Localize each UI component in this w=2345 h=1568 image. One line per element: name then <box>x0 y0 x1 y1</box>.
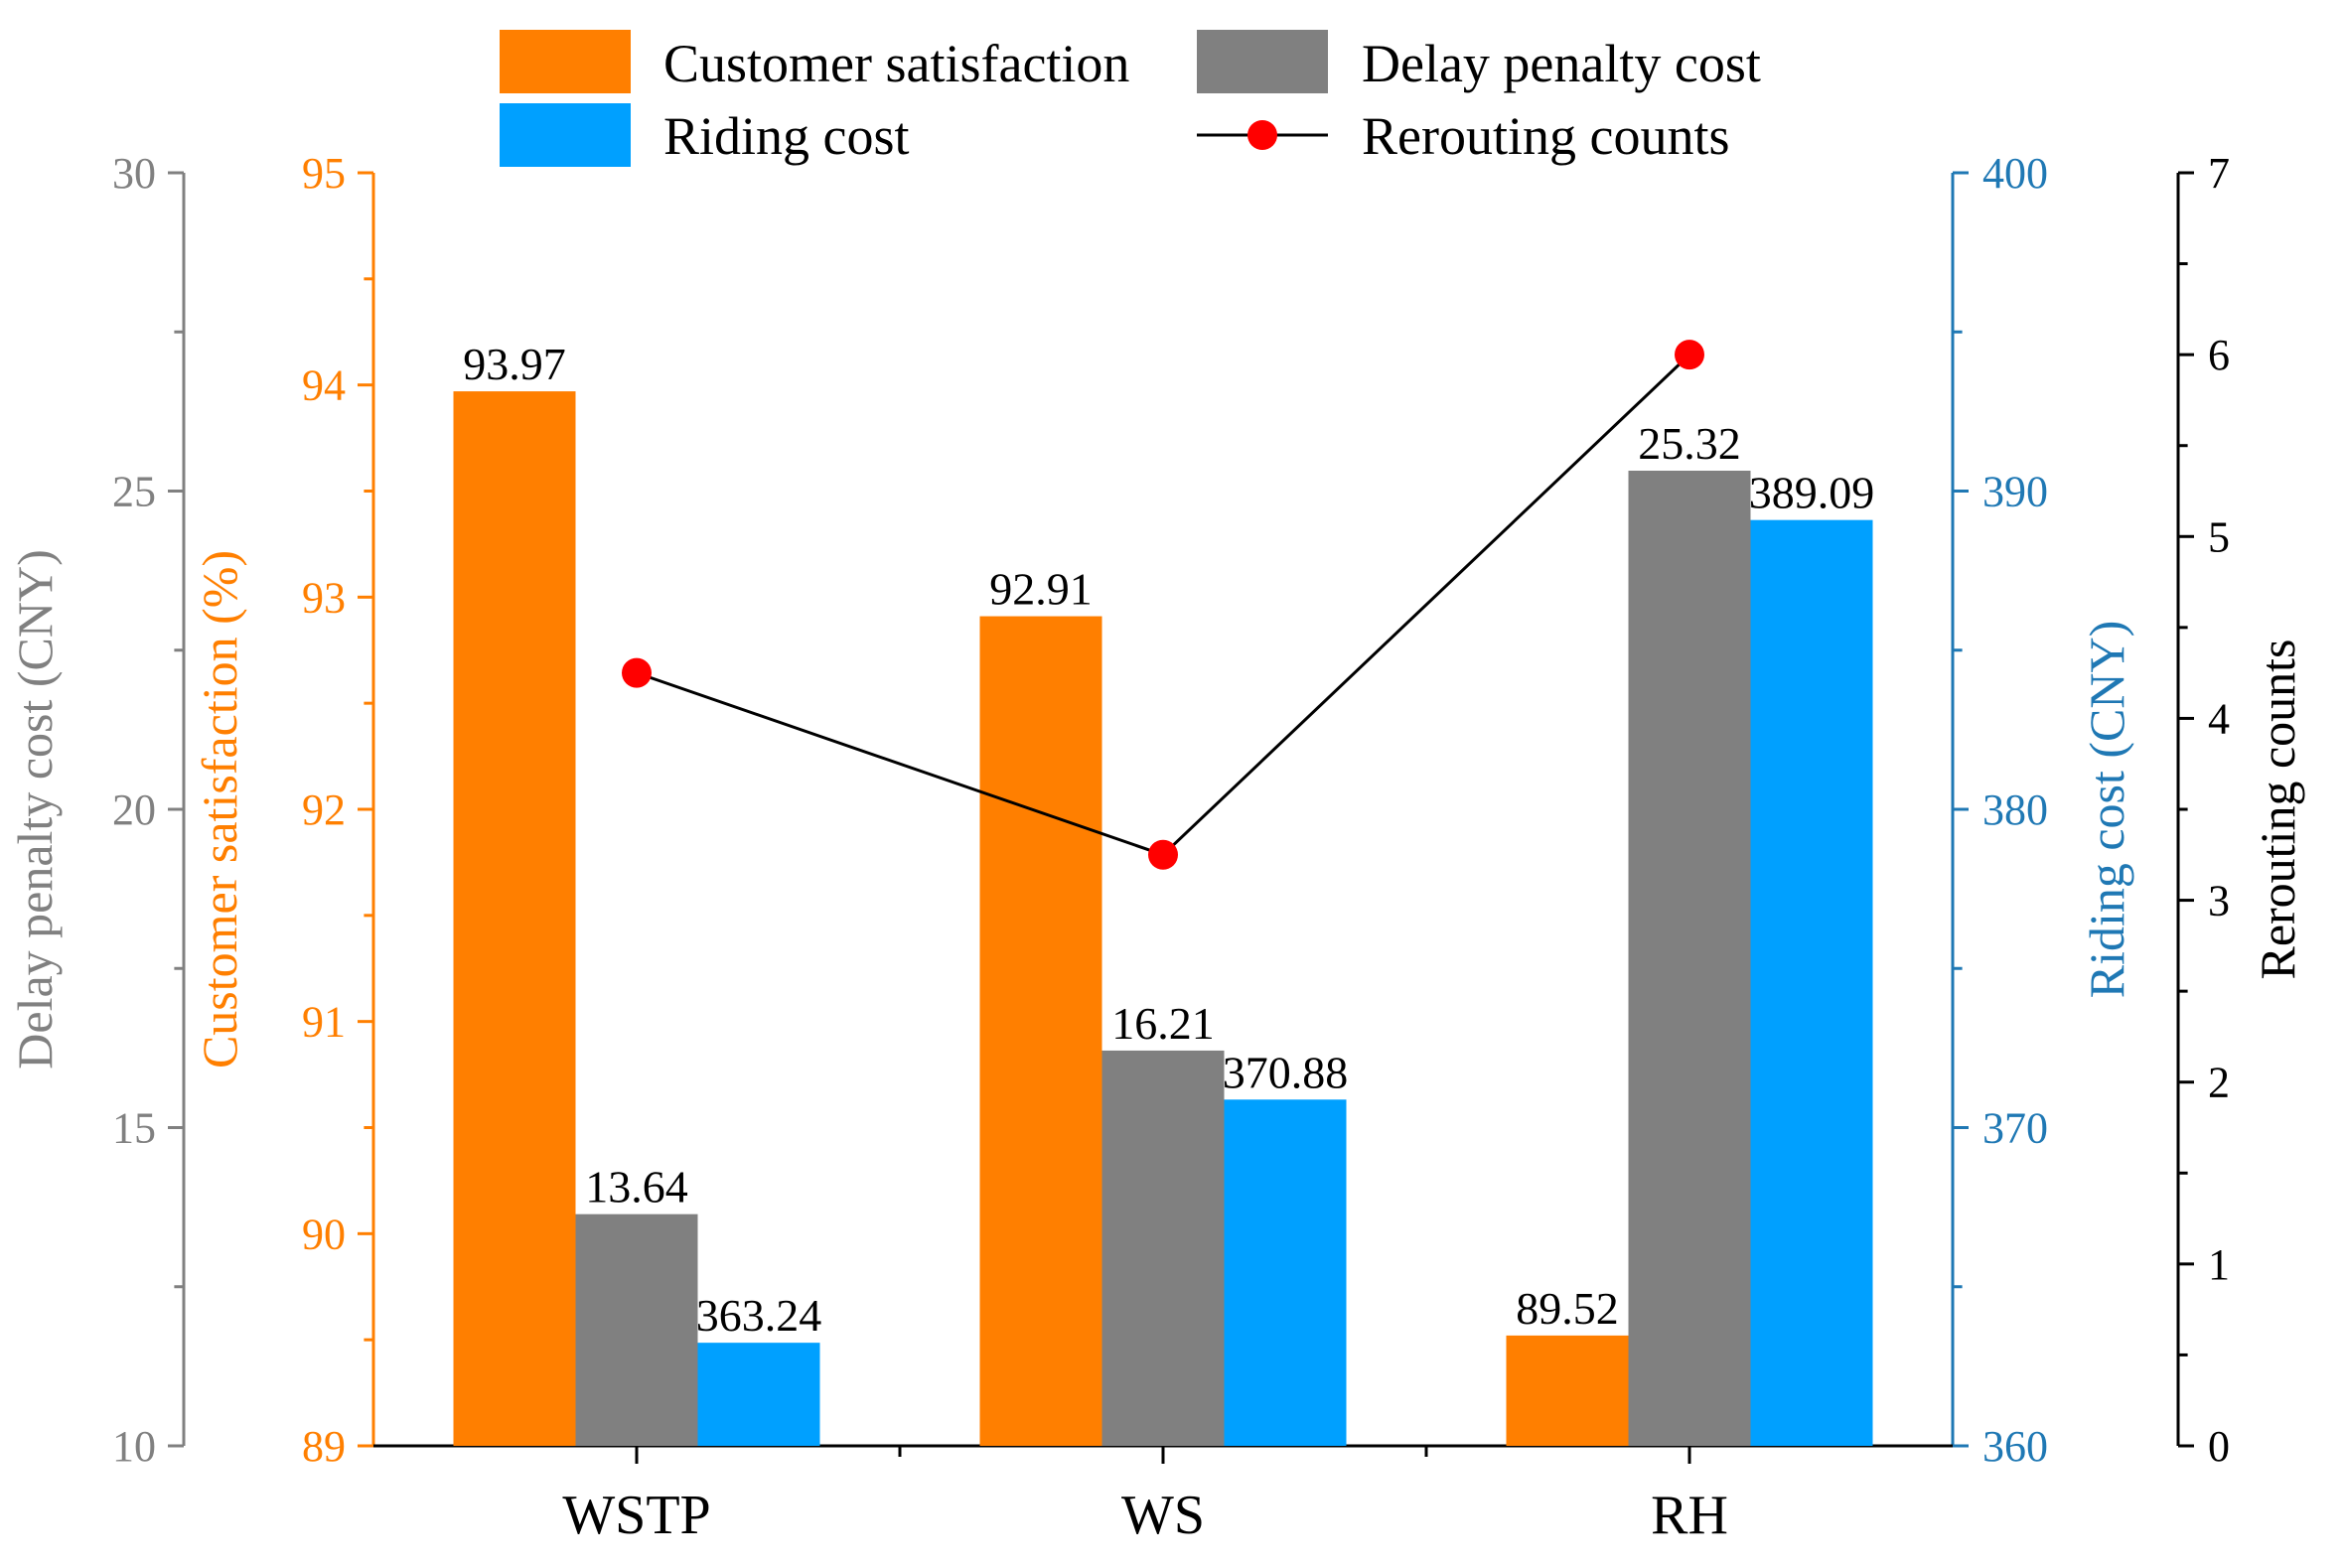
customer_satisfaction-tick-label: 89 <box>302 1422 346 1471</box>
data-label-delay_penalty-rh: 25.32 <box>1638 418 1741 469</box>
customer_satisfaction-tick-label: 95 <box>302 149 346 198</box>
x-tick-label-ws: WS <box>1121 1485 1205 1546</box>
bar-riding_cost-ws <box>1224 1099 1347 1446</box>
delay_penalty-tick-label: 10 <box>112 1422 156 1471</box>
customer_satisfaction-axis-title: Customer satisfaction (%) <box>192 550 247 1069</box>
customer_satisfaction-tick-label: 91 <box>302 998 346 1047</box>
delay_penalty-tick-label: 30 <box>112 149 156 198</box>
rerouting-tick-label: 2 <box>2208 1059 2230 1107</box>
rerouting-tick-label: 4 <box>2208 694 2230 743</box>
rerouting-tick-label: 7 <box>2208 149 2230 198</box>
bar-riding_cost-wstp <box>697 1343 820 1446</box>
riding_cost-axis-title: Riding cost (CNY) <box>2079 621 2134 999</box>
rerouting-axis-title: Rerouting counts <box>2250 639 2305 979</box>
bar-delay_penalty-ws <box>1101 1050 1225 1446</box>
customer_satisfaction-tick-label: 90 <box>302 1210 346 1258</box>
customer_satisfaction-tick-label: 94 <box>302 361 346 410</box>
riding_cost-tick-label: 390 <box>1982 468 2048 516</box>
data-label-riding_cost-wstp: 363.24 <box>696 1290 822 1341</box>
data-label-customer_satisfaction-wstp: 93.97 <box>463 339 566 389</box>
rerouting-line <box>622 340 1704 870</box>
legend: Customer satisfaction Delay penalty cost R… <box>500 30 1761 167</box>
bar-customer_satisfaction-rh <box>1506 1335 1629 1446</box>
rerouting-tick-label: 3 <box>2208 877 2230 926</box>
bar-customer_satisfaction-wstp <box>453 391 576 1446</box>
legend-swatch-delay-penalty-cost <box>1197 30 1328 93</box>
x-tick-label-wstp: WSTP <box>562 1485 710 1546</box>
data-label-delay_penalty-wstp: 13.64 <box>585 1162 688 1212</box>
rerouting-point-ws <box>1148 839 1178 870</box>
legend-label-riding-cost: Riding cost <box>663 106 910 166</box>
rerouting-tick-label: 1 <box>2208 1240 2230 1289</box>
delay_penalty-axis-title: Delay penalty cost (CNY) <box>7 549 63 1069</box>
riding_cost-tick-label: 380 <box>1982 785 2048 834</box>
rerouting-tick-label: 0 <box>2208 1422 2230 1471</box>
delay_penalty-tick-label: 20 <box>112 785 156 834</box>
riding_cost-tick-label: 400 <box>1982 149 2048 198</box>
legend-label-delay-penalty-cost: Delay penalty cost <box>1362 34 1761 93</box>
bar-delay_penalty-wstp <box>575 1213 698 1446</box>
data-label-riding_cost-rh: 389.09 <box>1749 468 1875 518</box>
rerouting-tick-label: 5 <box>2208 512 2230 561</box>
delay_penalty-tick-label: 25 <box>112 468 156 516</box>
rerouting-point-rh <box>1675 340 1704 370</box>
bars <box>453 391 1873 1446</box>
data-label-customer_satisfaction-ws: 92.91 <box>989 564 1093 615</box>
riding_cost-tick-label: 360 <box>1982 1422 2048 1471</box>
data-label-customer_satisfaction-rh: 89.52 <box>1516 1283 1619 1334</box>
bar-customer_satisfaction-ws <box>979 616 1102 1446</box>
riding_cost-tick-label: 370 <box>1982 1104 2048 1153</box>
delay_penalty-tick-label: 15 <box>112 1104 156 1153</box>
legend-swatch-riding-cost <box>500 103 631 167</box>
legend-swatch-customer-satisfaction <box>500 30 631 93</box>
rerouting-point-wstp <box>622 657 652 688</box>
customer_satisfaction-tick-label: 92 <box>302 785 346 834</box>
legend-label-rerouting-counts: Rerouting counts <box>1362 106 1729 166</box>
bar-delay_penalty-rh <box>1628 470 1751 1446</box>
data-labels: 93.97 92.91 89.52 13.64 16.21 25.32 363.24 370.… <box>463 339 1874 1341</box>
customer_satisfaction-tick-label: 93 <box>302 573 346 622</box>
rerouting-counts-line <box>636 354 1691 857</box>
x-tick-label-rh: RH <box>1651 1485 1728 1546</box>
bar-riding_cost-rh <box>1750 519 1873 1446</box>
data-label-riding_cost-ws: 370.88 <box>1223 1047 1349 1097</box>
legend-label-customer-satisfaction: Customer satisfaction <box>663 34 1129 93</box>
data-label-delay_penalty-ws: 16.21 <box>1111 998 1215 1049</box>
legend-marker-rerouting-counts <box>1247 120 1277 150</box>
rerouting-tick-label: 6 <box>2208 331 2230 379</box>
